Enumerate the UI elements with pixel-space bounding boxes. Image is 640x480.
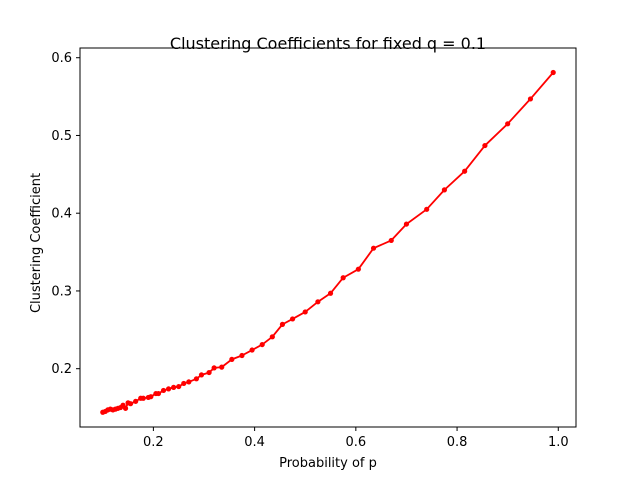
data-point xyxy=(327,290,334,296)
x-axis-label: Probability of p xyxy=(279,456,377,471)
data-point xyxy=(424,206,430,212)
data-point xyxy=(148,394,154,400)
data-point xyxy=(441,187,448,193)
x-tick-label: 0.6 xyxy=(345,435,366,450)
data-point xyxy=(155,390,162,397)
y-tick-label: 0.3 xyxy=(51,284,72,299)
data-point xyxy=(193,376,200,382)
data-point xyxy=(140,395,146,401)
data-point xyxy=(122,405,129,411)
data-point xyxy=(269,334,275,340)
data-point xyxy=(505,121,511,127)
data-point xyxy=(388,237,394,244)
data-point xyxy=(315,299,321,305)
data-point xyxy=(259,341,265,348)
data-point xyxy=(165,386,172,392)
y-tick-label: 0.5 xyxy=(51,129,72,144)
data-point xyxy=(160,387,167,394)
y-tick-label: 0.2 xyxy=(51,362,72,377)
y-axis: 0.2 0.3 0.4 0.5 0.6 xyxy=(51,51,80,377)
data-point xyxy=(133,398,139,404)
data-point xyxy=(219,364,225,370)
series-line xyxy=(102,71,554,414)
data-point xyxy=(198,372,205,378)
x-tick-label: 0.4 xyxy=(244,435,265,450)
chart-title: Clustering Coefficients for fixed q = 0.… xyxy=(170,34,486,53)
data-series xyxy=(100,69,556,415)
data-point xyxy=(527,96,534,102)
x-tick-label: 0.8 xyxy=(447,435,468,450)
y-tick-label: 0.4 xyxy=(51,207,72,222)
data-point xyxy=(176,383,182,390)
data-point xyxy=(550,69,556,76)
data-point xyxy=(206,369,212,376)
plot-frame xyxy=(79,47,577,428)
x-tick-label: 1.0 xyxy=(548,435,569,450)
data-point xyxy=(249,347,255,353)
data-point xyxy=(403,221,410,227)
data-point xyxy=(482,142,488,149)
data-point xyxy=(462,168,468,174)
x-axis: 0.2 0.4 0.6 0.8 1.0 xyxy=(143,427,569,450)
data-point xyxy=(239,352,245,359)
data-point xyxy=(186,379,192,385)
data-point xyxy=(279,321,286,327)
data-point xyxy=(181,380,187,387)
x-tick-label: 0.2 xyxy=(143,435,164,450)
data-point xyxy=(370,245,377,251)
data-point xyxy=(171,384,177,390)
y-axis-label: Clustering Coefficient xyxy=(29,173,44,313)
data-point xyxy=(211,365,217,371)
data-point xyxy=(340,275,346,281)
data-point xyxy=(289,316,296,322)
data-point xyxy=(128,401,134,407)
data-point xyxy=(229,356,235,362)
y-tick-label: 0.6 xyxy=(51,51,72,66)
data-point xyxy=(355,266,361,272)
data-point xyxy=(302,309,308,315)
